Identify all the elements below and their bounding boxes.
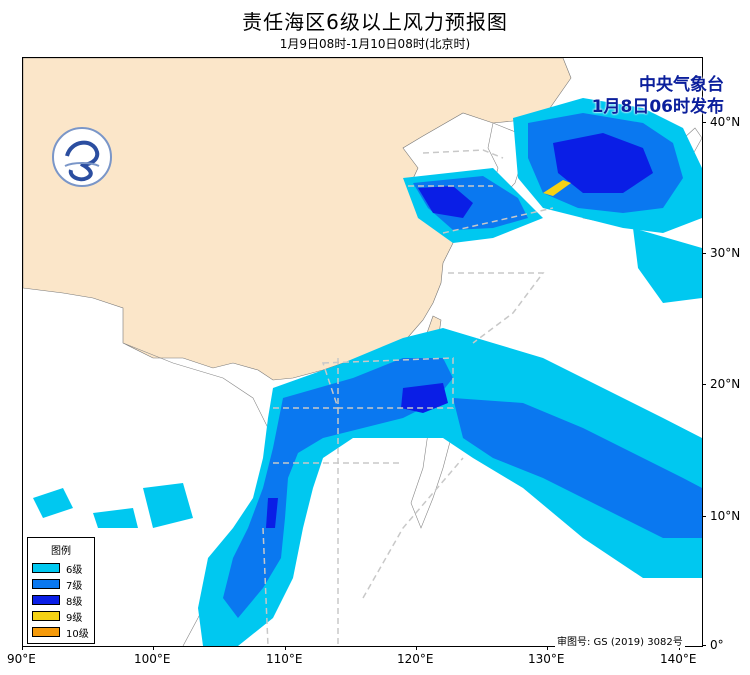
lon-tick-130: 130°E xyxy=(528,652,565,666)
lat-tickmark xyxy=(702,253,706,254)
legend-swatch xyxy=(32,563,60,573)
issuer-name: 中央气象台 xyxy=(639,75,724,95)
legend-swatch xyxy=(32,611,60,621)
lat-tick-20: 20°N xyxy=(710,377,741,391)
lon-tickmark xyxy=(153,646,154,650)
lon-tick-90: 90°E xyxy=(7,652,36,666)
legend-title: 图例 xyxy=(51,546,71,557)
legend-label: 9级 xyxy=(66,612,83,624)
legend-item: 8级 xyxy=(28,592,94,608)
lon-tick-100: 100°E xyxy=(134,652,171,666)
lon-tickmark xyxy=(22,646,23,650)
lon-tickmark xyxy=(547,646,548,650)
lon-tickmark xyxy=(679,646,680,650)
lat-tickmark xyxy=(702,645,706,646)
lat-tick-0: 0° xyxy=(710,638,724,652)
lon-tick-110: 110°E xyxy=(266,652,303,666)
lat-tickmark xyxy=(702,122,706,123)
lat-tickmark xyxy=(702,384,706,385)
issuer-block: 中央气象台 1月8日06时发布 xyxy=(592,74,724,118)
approval-number: 审图号: GS (2019) 3082号 xyxy=(555,633,685,648)
map-title: 责任海区6级以上风力预报图 xyxy=(242,10,508,34)
map-frame[interactable] xyxy=(22,57,703,647)
legend-item: 9级 xyxy=(28,608,94,624)
legend-label: 8级 xyxy=(66,596,83,608)
lat-tick-40: 40°N xyxy=(710,115,741,129)
china-landmass xyxy=(23,58,572,381)
legend-label: 10级 xyxy=(66,628,89,640)
legend-label: 6级 xyxy=(66,564,83,576)
wind-level-9-area xyxy=(543,180,571,196)
legend-item: 7级 xyxy=(28,576,94,592)
lon-tick-120: 120°E xyxy=(397,652,434,666)
lat-tickmark xyxy=(702,516,706,517)
legend-item: 6级 xyxy=(28,560,94,576)
legend-swatch xyxy=(32,579,60,589)
legend-swatch xyxy=(32,627,60,637)
map-subtitle: 1月9日08时-1月10日08时(北京时) xyxy=(279,37,471,51)
lon-tick-140: 140°E xyxy=(660,652,697,666)
lat-tick-30: 30°N xyxy=(710,246,741,260)
lon-tickmark xyxy=(416,646,417,650)
map-canvas xyxy=(23,58,702,646)
wind-level-8-areas xyxy=(266,133,653,528)
legend-item: 10级 xyxy=(28,624,94,640)
lat-tick-10: 10°N xyxy=(710,509,741,523)
sea-zone-boundaries xyxy=(262,149,554,646)
legend: 图例 6级 7级 8级 9级 10级 xyxy=(27,537,95,644)
legend-label: 7级 xyxy=(66,580,83,592)
cma-logo-icon xyxy=(51,126,113,188)
issue-time: 1月8日06时发布 xyxy=(591,97,724,117)
legend-swatch xyxy=(32,595,60,605)
lon-tickmark xyxy=(285,646,286,650)
